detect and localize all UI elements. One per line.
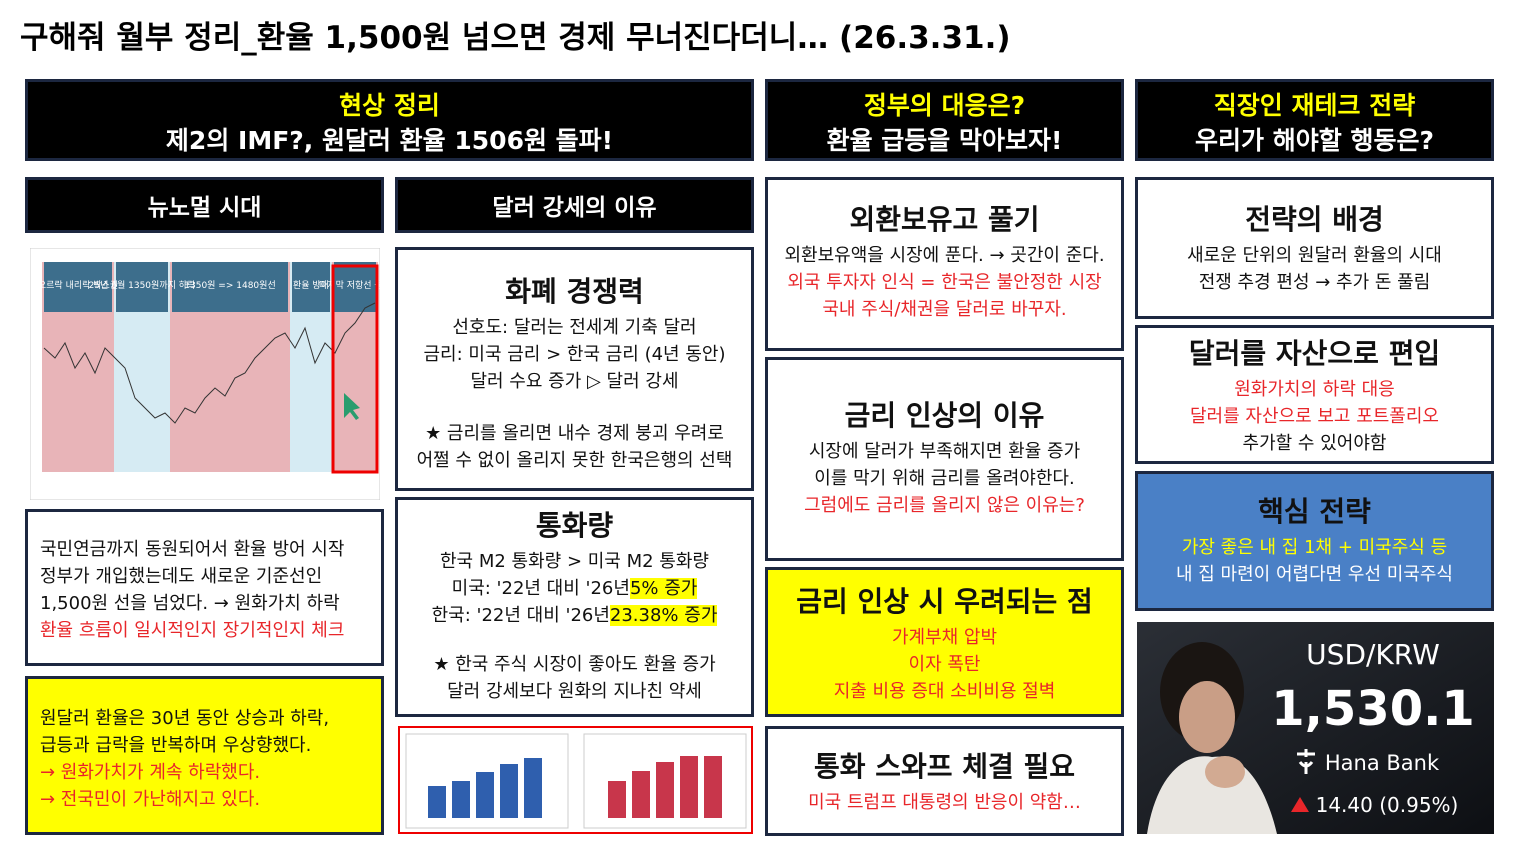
card-heading: 핵심 전략 [1258,495,1371,528]
text-line: 달러를 자산으로 보고 포트폴리오 [1189,406,1439,427]
chart-label: 1350원 => 1480원선 [184,280,275,291]
text-line: 그럼에도 금리를 올리지 않은 이유는? [804,495,1085,516]
card-heading: 외환보유고 풀기 [849,203,1040,236]
text-line: 정부가 개입했는데도 새로운 기준선인 [40,566,323,587]
text-line: 시장에 달러가 부족해지면 환율 증가 [808,441,1081,462]
text-line: ★ 금리를 올리면 내수 경제 붕괴 우려로 [425,423,724,444]
section-subtitle: 제2의 IMF?, 원달러 환율 1506원 돌파! [165,126,614,155]
text-line: 추가할 수 있어야함 [1242,433,1387,454]
section-header: 정부의 대응은? 환율 급등을 막아보자! [765,79,1124,161]
text-line: 미국 트럼프 대통령의 반응이 약함… [808,792,1081,813]
photo: USD/KRW 1,530.1 Hana Bank 14.40 (0.95%) [1137,622,1494,834]
card: 통화 스와프 체결 필요 미국 트럼프 대통령의 반응이 약함… [765,726,1124,836]
text-line: 가계부채 압박 [891,627,998,648]
text-line: 국내 주식/채권을 달러로 바꾸자. [822,299,1067,320]
card-heading: 금리 인상 시 우려되는 점 [796,585,1093,618]
text-line: 급등과 급락을 반복하며 우상향했다. [40,735,312,756]
text-line: 한국 M2 통화량 > 미국 M2 통화량 [440,551,709,572]
text-line: 달러 강세보다 원화의 지나친 약세 [447,681,702,702]
card-heading: 화폐 경쟁력 [505,275,644,308]
currency-pair: USD/KRW [1306,638,1440,671]
sub-header: 뉴노멀 시대 [25,177,384,233]
text-line: 외환보유액을 시장에 푼다. → 곳간이 준다. [784,245,1105,266]
chart-label: 오르락 내리락 박스권 [38,279,118,291]
text-line: 이를 막기 위해 금리를 올려야한다. [814,468,1075,489]
card: 통화량 한국 M2 통화량 > 미국 M2 통화량 미국: '22년 대비 '2… [395,497,754,717]
highlight: 23.38% 증가 [609,605,718,626]
text-line: 미국: '22년 대비 '26년 [451,578,630,599]
text-line: 어쩔 수 없이 올리지 못한 한국은행의 선택 [416,450,733,471]
text-line: 달러 수요 증가 ▷ 달러 강세 [470,371,679,392]
text-line: 새로운 단위의 원달러 환율의 시대 [1187,245,1442,266]
text-line: 원화가치의 하락 대응 [1234,379,1395,400]
text-line: 국민연금까지 동원되어서 환율 방어 시작 [40,539,345,560]
chart-image: 오르락 내리락 박스권 25년 6월 1350원까지 하락 1350원 => 1… [30,248,380,500]
section-subtitle: 우리가 해야할 행동은? [1195,126,1434,155]
chart-label: 25년 6월 1350원까지 하락 [89,279,196,291]
exchange-rate: 1,530.1 [1271,681,1474,737]
text-line: 외국 투자자 인식 = 한국은 불안정한 시장 [787,272,1102,293]
card: 원달러 환율은 30년 동안 상승과 하락, 급등과 급락을 반복하며 우상향했다… [25,676,384,835]
text-line: 지출 비용 증대 소비비용 절벽 [833,681,1056,702]
text-line: ★ 한국 주식 시장이 좋아도 환율 증가 [433,654,716,675]
card-heading: 전략의 배경 [1245,203,1384,236]
text-line: 가장 좋은 내 집 1채 + 미국주식 등 [1181,537,1448,558]
text-line: 금리: 미국 금리 > 한국 금리 (4년 동안) [423,344,726,365]
bar-chart-image [398,726,753,834]
text-line: 1,500원 선을 넘었다. → 원화가치 하락 [40,593,340,614]
rate-change: 14.40 (0.95%) [1316,793,1459,817]
card-heading: 통화량 [535,509,614,542]
text-line: 전쟁 추경 편성 → 추가 돈 풀림 [1198,272,1431,293]
chart-label: 환율 방어 [293,279,329,291]
text-line: → 원화가치가 계속 하락했다. [40,762,261,783]
section-title: 정부의 대응은? [863,91,1026,120]
chart-label: 마지막 저항선 돌파 [319,280,380,291]
sub-header: 달러 강세의 이유 [395,177,754,233]
section-title: 직장인 재테크 전략 [1213,91,1416,120]
card-heading: 금리 인상의 이유 [844,399,1045,432]
text-line: 환율 흐름이 일시적인지 장기적인지 체크 [40,620,345,641]
page-title: 구해줘 월부 정리_환율 1,500원 넘으면 경제 무너진다더니… (26.3… [20,20,1011,56]
text-line: 내 집 마련이 어렵다면 우선 미국주식 [1175,564,1453,585]
highlight: 5% 증가 [629,578,698,599]
up-arrow [1291,797,1309,812]
bank-name: Hana Bank [1325,751,1440,775]
text-line: 한국: '22년 대비 '26년 [431,605,610,626]
text-line: 원달러 환율은 30년 동안 상승과 하락, [40,708,330,729]
card-heading: 달러를 자산으로 편입 [1188,337,1441,370]
text-line: → 전국민이 가난해지고 있다. [40,789,261,810]
card: 외환보유고 풀기 외환보유액을 시장에 푼다. → 곳간이 준다. 외국 투자자… [765,177,1124,351]
card-heading: 통화 스와프 체결 필요 [813,750,1076,783]
section-subtitle: 환율 급등을 막아보자! [826,126,1063,155]
section-title: 현상 정리 [339,91,440,120]
text-line: 선호도: 달러는 전세계 기축 달러 [452,317,697,338]
text-line: 이자 폭탄 [908,654,981,675]
